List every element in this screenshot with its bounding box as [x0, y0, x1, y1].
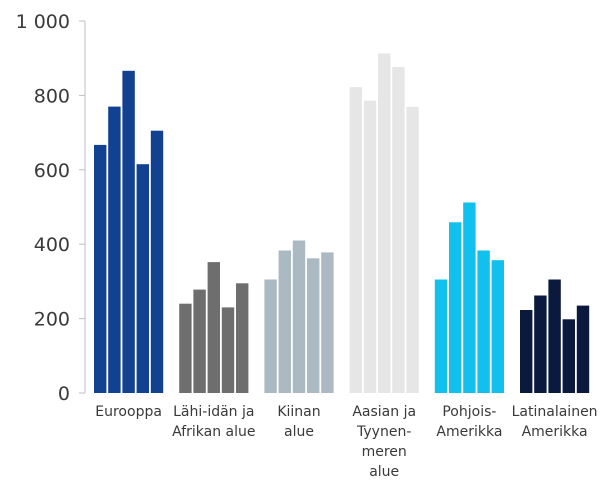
bar: [378, 53, 391, 394]
category-labels: Eurooppa Lähi-idän ja Afrikan alue Kiinan al…: [95, 404, 597, 480]
category-label-line: alue: [369, 464, 399, 480]
y-tick-label: 1 000: [16, 11, 70, 33]
bar: [193, 289, 206, 393]
bar: [108, 106, 121, 393]
bar: [562, 319, 575, 393]
bar: [363, 100, 377, 393]
bar: [207, 262, 220, 393]
bar: [179, 303, 192, 393]
bar: [477, 250, 490, 393]
bar: [278, 250, 291, 393]
bar: [576, 305, 590, 393]
category-label-line: Afrikan alue: [172, 424, 255, 440]
bar: [406, 106, 419, 394]
bar: [264, 279, 277, 393]
category-label: Aasian ja Tyynen-meren alue: [352, 404, 416, 480]
category-label: Pohjois- Amerikka: [436, 404, 502, 440]
category-label: Latinalainen Amerikka: [512, 404, 598, 440]
category-label-line: Pohjois-: [442, 404, 496, 420]
bar: [548, 279, 561, 393]
bar: [520, 310, 533, 393]
y-tick-label: 200: [34, 309, 70, 331]
bar: [463, 202, 476, 393]
bar: [236, 283, 249, 393]
category-label-line: Amerikka: [522, 424, 588, 440]
category-label-line: Amerikka: [436, 424, 502, 440]
category-label-line: alue: [284, 424, 314, 440]
bar: [491, 260, 504, 393]
bars: [94, 53, 590, 394]
y-tick-label: 800: [34, 85, 70, 107]
category-label: Kiinan alue: [277, 404, 320, 440]
bar: [307, 258, 320, 393]
category-label-line: meren: [362, 444, 407, 460]
bar: [150, 130, 164, 393]
bar: [221, 307, 235, 393]
bar: [349, 87, 362, 393]
y-tick-label: 600: [34, 160, 70, 182]
category-label: Lähi-idän ja Afrikan alue: [172, 404, 255, 440]
y-axis: 0 200 400 600 800 1 000: [16, 11, 86, 405]
category-label: Eurooppa: [95, 404, 162, 420]
bar: [94, 144, 107, 393]
bar: [392, 67, 405, 393]
bar: [434, 279, 448, 393]
category-label-line: Kiinan: [277, 404, 320, 420]
bar: [136, 164, 149, 393]
category-label-line: Latinalainen: [512, 404, 598, 420]
category-label-line: Eurooppa: [95, 404, 162, 420]
y-tick-label: 0: [58, 383, 70, 405]
y-tick-label: 400: [34, 234, 70, 256]
bar: [292, 240, 306, 393]
bar: [534, 295, 547, 393]
bar: [122, 70, 135, 394]
category-label-line: Tyynen-: [356, 424, 411, 440]
category-label-line: Aasian ja: [352, 404, 416, 420]
bar: [321, 252, 334, 393]
category-label-line: Lähi-idän ja: [173, 404, 254, 420]
bar: [449, 222, 462, 393]
